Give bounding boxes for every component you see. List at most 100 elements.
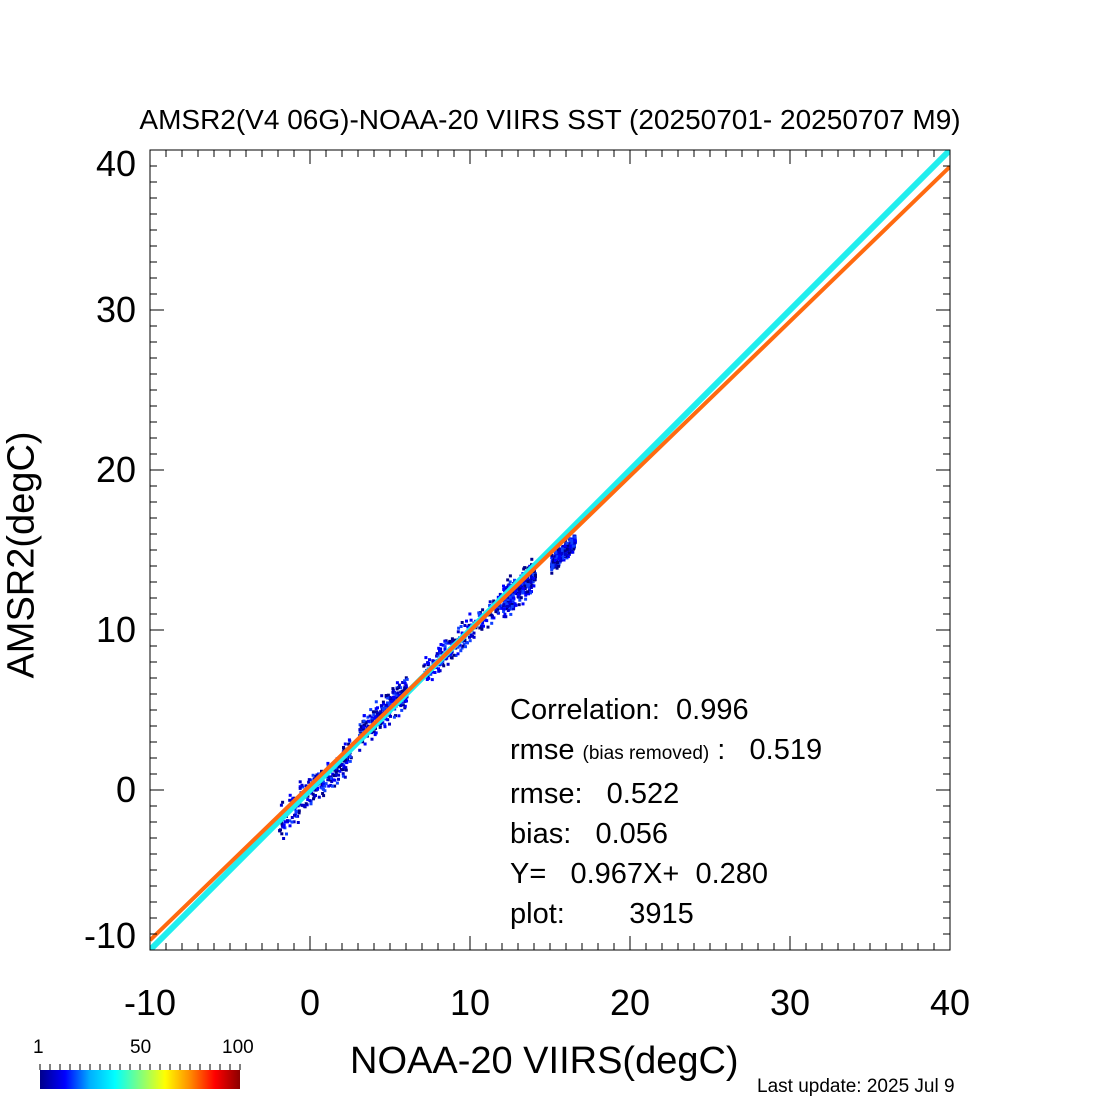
- scatter-point: [529, 591, 532, 595]
- scatter-point: [431, 661, 435, 664]
- scatter-point: [494, 607, 498, 611]
- scatter-point: [290, 816, 294, 819]
- scatter-point: [556, 561, 559, 565]
- scatter-point: [335, 781, 339, 785]
- scatter-point: [513, 578, 516, 582]
- scatter-point: [528, 589, 531, 593]
- scatter-point: [327, 784, 331, 788]
- scatter-point: [438, 649, 441, 653]
- scatter-point: [565, 541, 569, 545]
- scatter-point: [521, 591, 525, 595]
- scatter-point: [465, 619, 468, 623]
- scatter-point: [293, 813, 296, 817]
- scatter-point: [439, 643, 443, 646]
- scatter-point: [392, 697, 396, 701]
- scatter-point: [504, 615, 508, 619]
- scatter-point: [340, 762, 343, 766]
- stat-plot-label: plot:: [510, 898, 565, 930]
- scatter-point: [490, 621, 494, 625]
- scatter-point: [443, 639, 447, 643]
- scatter-point: [506, 578, 510, 582]
- scatter-point: [344, 768, 348, 772]
- y-tick-label: 30: [96, 289, 136, 330]
- scatter-point: [440, 651, 444, 655]
- scatter-point: [373, 715, 377, 719]
- scatter-point: [439, 647, 443, 651]
- y-tick-label: 10: [96, 609, 136, 650]
- scatter-point: [321, 792, 325, 795]
- scatter-point: [358, 728, 362, 732]
- scatter-point: [518, 584, 522, 588]
- stat-rmse-value: 0.522: [606, 778, 680, 810]
- scatter-point: [511, 593, 515, 597]
- scatter-point: [280, 832, 284, 836]
- stat-rmse-label: rmse:: [510, 778, 583, 810]
- scatter-point: [308, 799, 312, 803]
- scatter-point: [448, 639, 452, 643]
- scatter-point: [557, 564, 561, 568]
- scatter-point: [345, 759, 349, 763]
- scatter-point: [401, 703, 405, 707]
- scatter-point: [379, 722, 383, 726]
- scatter-point: [424, 656, 428, 660]
- scatter-point: [290, 820, 294, 824]
- stats-panel: Correlation: 0.996 rmse (bias removed) :…: [510, 690, 822, 934]
- scatter-point: [288, 824, 292, 828]
- x-tick-label: 30: [770, 982, 810, 1023]
- scatter-point: [491, 615, 494, 619]
- scatter-point: [400, 708, 404, 712]
- scatter-point: [500, 606, 504, 610]
- scatter-point: [375, 711, 379, 715]
- scatter-point: [503, 600, 507, 604]
- scatter-point: [492, 599, 496, 603]
- scatter-point: [441, 643, 445, 647]
- scatter-point: [503, 599, 507, 602]
- y-tick-label: 0: [116, 769, 136, 810]
- scatter-point: [457, 626, 461, 630]
- scatter-point: [369, 708, 373, 712]
- scatter-point: [458, 643, 462, 647]
- scatter-point: [558, 559, 562, 563]
- scatter-point: [565, 547, 569, 551]
- scatter-point: [343, 775, 347, 779]
- scatter-point: [292, 820, 296, 824]
- scatter-point: [306, 798, 310, 802]
- scatter-point: [399, 686, 403, 690]
- scatter-point: [372, 713, 376, 717]
- scatter-point: [509, 612, 513, 616]
- scatter-point: [486, 625, 490, 629]
- scatter-point: [334, 774, 338, 778]
- scatter-point: [502, 584, 505, 588]
- scatter-point: [449, 656, 453, 660]
- scatter-point: [342, 764, 346, 768]
- scatter-point: [571, 550, 575, 554]
- scatter-point: [557, 563, 561, 567]
- scatter-point: [530, 584, 534, 588]
- scatter-point: [437, 646, 441, 650]
- scatter-point: [394, 714, 397, 718]
- scatter-point: [388, 722, 391, 726]
- scatter-point: [528, 579, 532, 583]
- scatter-point: [468, 612, 472, 616]
- scatter-point: [395, 681, 399, 685]
- scatter-point: [463, 624, 467, 627]
- scatter-point: [387, 703, 391, 707]
- scatter-point: [478, 626, 482, 630]
- scatter-point: [502, 603, 506, 607]
- scatter-point: [468, 639, 472, 643]
- scatter-point: [550, 566, 554, 570]
- scatter-point: [508, 580, 512, 584]
- scatter-point: [384, 703, 388, 707]
- scatter-point: [386, 696, 390, 700]
- scatter-point: [334, 772, 338, 776]
- scatter-point: [456, 652, 460, 656]
- scatter-point: [345, 761, 349, 765]
- scatter-point: [485, 619, 489, 623]
- scatter-point: [510, 604, 514, 608]
- scatter-point: [526, 590, 530, 594]
- scatter-point: [363, 724, 367, 727]
- scatter-point: [337, 773, 341, 777]
- scatter-point: [312, 797, 315, 801]
- scatter-point: [480, 627, 484, 631]
- scatter-point: [560, 547, 564, 551]
